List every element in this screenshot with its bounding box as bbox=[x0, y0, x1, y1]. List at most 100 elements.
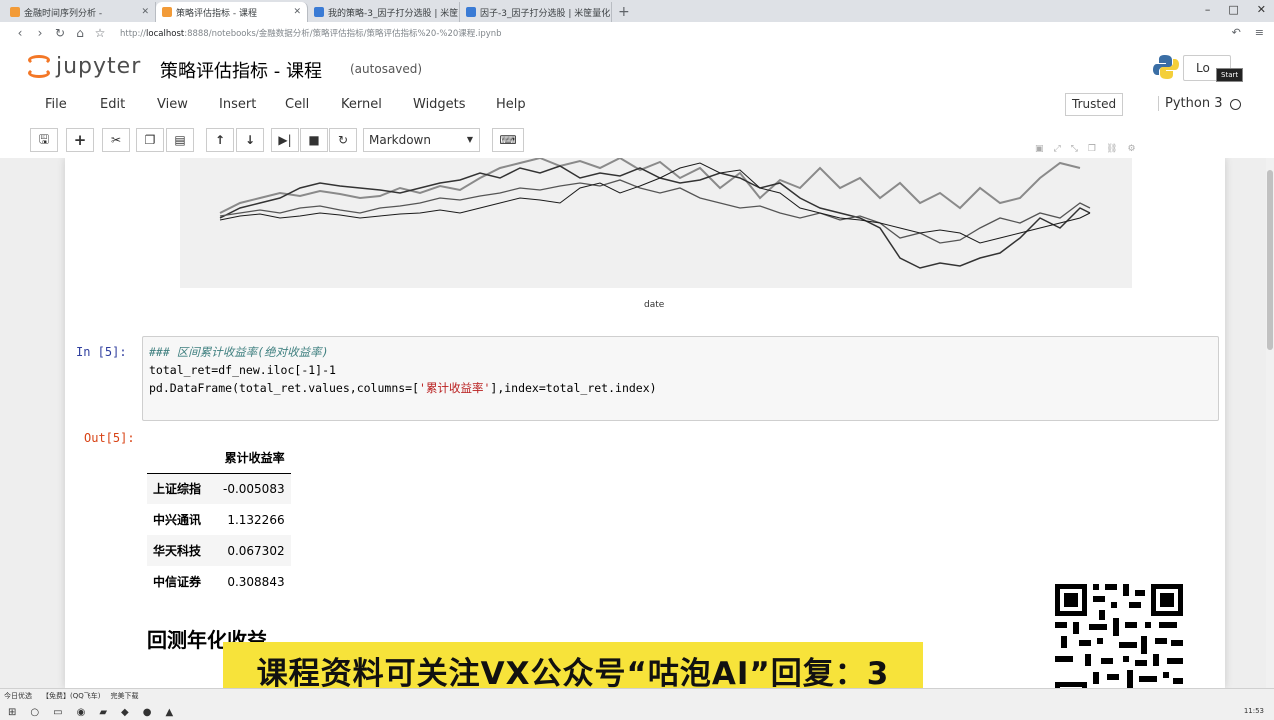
move-down-button[interactable]: ↓ bbox=[236, 128, 264, 152]
cell-type-select[interactable]: Markdown ▼ bbox=[363, 128, 480, 152]
table-row: 上证综指 -0.005083 bbox=[147, 473, 291, 504]
browser-tab[interactable]: 我的策略-3_因子打分选股 | 米筐✕ bbox=[308, 2, 460, 22]
notebook-title[interactable]: 策略评估指标 - 课程 bbox=[160, 61, 322, 82]
keyboard-icon: ⌨ bbox=[499, 133, 517, 147]
save-button[interactable]: 🖫 bbox=[30, 128, 58, 152]
app-icon[interactable]: ◆ bbox=[121, 706, 129, 718]
arrow-down-icon: ↓ bbox=[244, 133, 256, 147]
app-icon[interactable]: ▲ bbox=[165, 706, 174, 718]
browser-actions: ↶ ≡ bbox=[1232, 26, 1264, 39]
browser-tab[interactable]: 金融时间序列分析 - ✕ bbox=[4, 2, 156, 22]
close-icon[interactable]: ✕ bbox=[293, 7, 301, 17]
maximize-button[interactable]: □ bbox=[1228, 3, 1239, 16]
row-value: -0.005083 bbox=[223, 481, 285, 496]
menu-bar: File Edit View Insert Cell Kernel Widget… bbox=[0, 90, 1274, 120]
row-value: 0.067302 bbox=[227, 543, 285, 558]
code-line: ### 区间累计收益率(绝对收益率) bbox=[149, 345, 329, 359]
plot-x-axis-label: date bbox=[644, 300, 665, 310]
table-row: 中兴通讯 1.132266 bbox=[147, 504, 291, 535]
code-line: total_ret=df_new.iloc[-1]-1 bbox=[149, 363, 336, 377]
menu-icon[interactable]: ≡ bbox=[1254, 26, 1264, 39]
taskbar-icons: ⊞ ○ ▭ ◉ ▰ ◆ ● ▲ bbox=[8, 704, 173, 720]
menu-edit[interactable]: Edit bbox=[100, 97, 126, 112]
arrow-up-icon: ↑ bbox=[214, 133, 226, 147]
close-icon[interactable]: ✕ bbox=[610, 7, 611, 17]
start-icon[interactable]: ⊞ bbox=[8, 706, 17, 718]
task-view-icon[interactable]: ▭ bbox=[53, 706, 63, 718]
forward-icon[interactable]: › bbox=[37, 26, 43, 40]
stop-icon: ■ bbox=[308, 133, 320, 147]
row-index: 华天科技 bbox=[153, 544, 202, 558]
index-header bbox=[147, 442, 217, 474]
menu-widgets[interactable]: Widgets bbox=[413, 97, 466, 112]
cut-button[interactable]: ✂ bbox=[102, 128, 130, 152]
move-up-button[interactable]: ↑ bbox=[206, 128, 234, 152]
notebook-toolbar: 🖫 + ✂ ❐ ▤ ↑ ↓ ▶| ■ ↻ Markdown ▼ ⌨ bbox=[0, 124, 1274, 156]
run-button[interactable]: ▶| bbox=[271, 128, 299, 152]
trusted-indicator[interactable]: Trusted bbox=[1065, 93, 1124, 116]
bookmark-item[interactable]: 今日优选 bbox=[4, 692, 32, 700]
table-header-row: 累计收益率 bbox=[147, 442, 291, 474]
copy-output-icon[interactable]: ❐ bbox=[1087, 144, 1096, 154]
restart-button[interactable]: ↻ bbox=[329, 128, 357, 152]
interrupt-button[interactable]: ■ bbox=[300, 128, 328, 152]
browser-tab-active[interactable]: 策略评估指标 - 课程 ✕ bbox=[156, 2, 308, 22]
close-icon[interactable]: ✕ bbox=[141, 7, 149, 17]
plot-series-c bbox=[219, 179, 1091, 244]
refresh-icon[interactable]: ↻ bbox=[54, 26, 66, 40]
link-icon[interactable]: ⛓ bbox=[1106, 144, 1118, 154]
menu-help[interactable]: Help bbox=[496, 97, 526, 112]
bookmark-star-icon[interactable]: ☆ bbox=[94, 26, 106, 40]
settings-icon[interactable]: ⚙ bbox=[1127, 144, 1136, 154]
app-icon[interactable]: ● bbox=[142, 706, 152, 718]
plot-series-a bbox=[219, 158, 1081, 214]
collapse-icon[interactable]: ⤡ bbox=[1070, 144, 1078, 154]
browser-app-icon[interactable]: ◉ bbox=[76, 706, 86, 718]
home-icon[interactable]: ⌂ bbox=[76, 26, 84, 40]
window-controls: – □ ✕ bbox=[1205, 3, 1266, 16]
url-field[interactable]: http://localhost:8888/notebooks/金融数据分析/策… bbox=[120, 29, 502, 39]
command-palette-button[interactable]: ⌨ bbox=[492, 128, 524, 152]
copy-button[interactable]: ❐ bbox=[136, 128, 164, 152]
python-logo-icon bbox=[1153, 55, 1179, 79]
search-icon[interactable]: ○ bbox=[30, 706, 40, 718]
new-tab-button[interactable]: + bbox=[618, 4, 630, 20]
expand-icon[interactable]: ⤢ bbox=[1053, 144, 1061, 154]
vertical-scrollbar[interactable] bbox=[1266, 158, 1274, 688]
close-window-button[interactable]: ✕ bbox=[1256, 3, 1266, 16]
menu-cell[interactable]: Cell bbox=[285, 97, 310, 112]
back-icon[interactable]: ‹ bbox=[17, 26, 23, 40]
jupyter-logo[interactable]: jupyter bbox=[28, 54, 141, 79]
tab-favicon-icon bbox=[466, 7, 476, 17]
tab-favicon-icon bbox=[314, 7, 324, 17]
browser-tab[interactable]: 因子-3_因子打分选股 | 米筐量化✕ bbox=[460, 2, 612, 22]
minimize-button[interactable]: – bbox=[1204, 3, 1211, 16]
jupyter-header: jupyter 策略评估指标 - 课程 (autosaved) Lo Start bbox=[0, 44, 1274, 90]
scrollbar-thumb[interactable] bbox=[1267, 170, 1273, 350]
notebook-area: date In [5]: ### 区间累计收益率(绝对收益率) total_re… bbox=[0, 158, 1274, 688]
bookmark-item[interactable]: 【免费】(QQ飞车) bbox=[42, 692, 101, 700]
table-row: 华天科技 0.067302 bbox=[147, 535, 291, 566]
tab-favicon-icon bbox=[10, 7, 20, 17]
run-icon: ▶| bbox=[278, 133, 292, 147]
close-icon[interactable]: ✕ bbox=[458, 7, 459, 17]
column-header: 累计收益率 bbox=[217, 442, 291, 474]
bookmark-item[interactable]: 完美下载 bbox=[110, 692, 139, 700]
folder-icon[interactable]: ▰ bbox=[99, 706, 108, 718]
browser-tab-strip: 金融时间序列分析 - ✕ 策略评估指标 - 课程 ✕ 我的策略-3_因子打分选股 |… bbox=[0, 0, 1274, 22]
address-bar: ‹ › ↻ ⌂ ☆ http://localhost:8888/notebook… bbox=[0, 22, 1274, 44]
code-cell-editor[interactable]: ### 区间累计收益率(绝对收益率) total_ret=df_new.iloc… bbox=[142, 336, 1219, 421]
insert-cell-button[interactable]: + bbox=[66, 128, 94, 152]
menu-insert[interactable]: Insert bbox=[219, 97, 257, 112]
menu-kernel[interactable]: Kernel bbox=[341, 97, 382, 112]
save-icon: 🖫 bbox=[38, 131, 50, 146]
paste-button[interactable]: ▤ bbox=[166, 128, 194, 152]
pin-icon[interactable]: ▣ bbox=[1035, 144, 1044, 154]
menu-file[interactable]: File bbox=[45, 97, 67, 112]
undo-icon[interactable]: ↶ bbox=[1231, 26, 1241, 39]
kernel-name[interactable]: Python 3 bbox=[1158, 96, 1222, 111]
system-clock: 11:53 bbox=[1243, 707, 1264, 715]
paste-icon: ▤ bbox=[174, 133, 186, 147]
start-tooltip: Start bbox=[1216, 68, 1244, 82]
menu-view[interactable]: View bbox=[157, 97, 188, 112]
